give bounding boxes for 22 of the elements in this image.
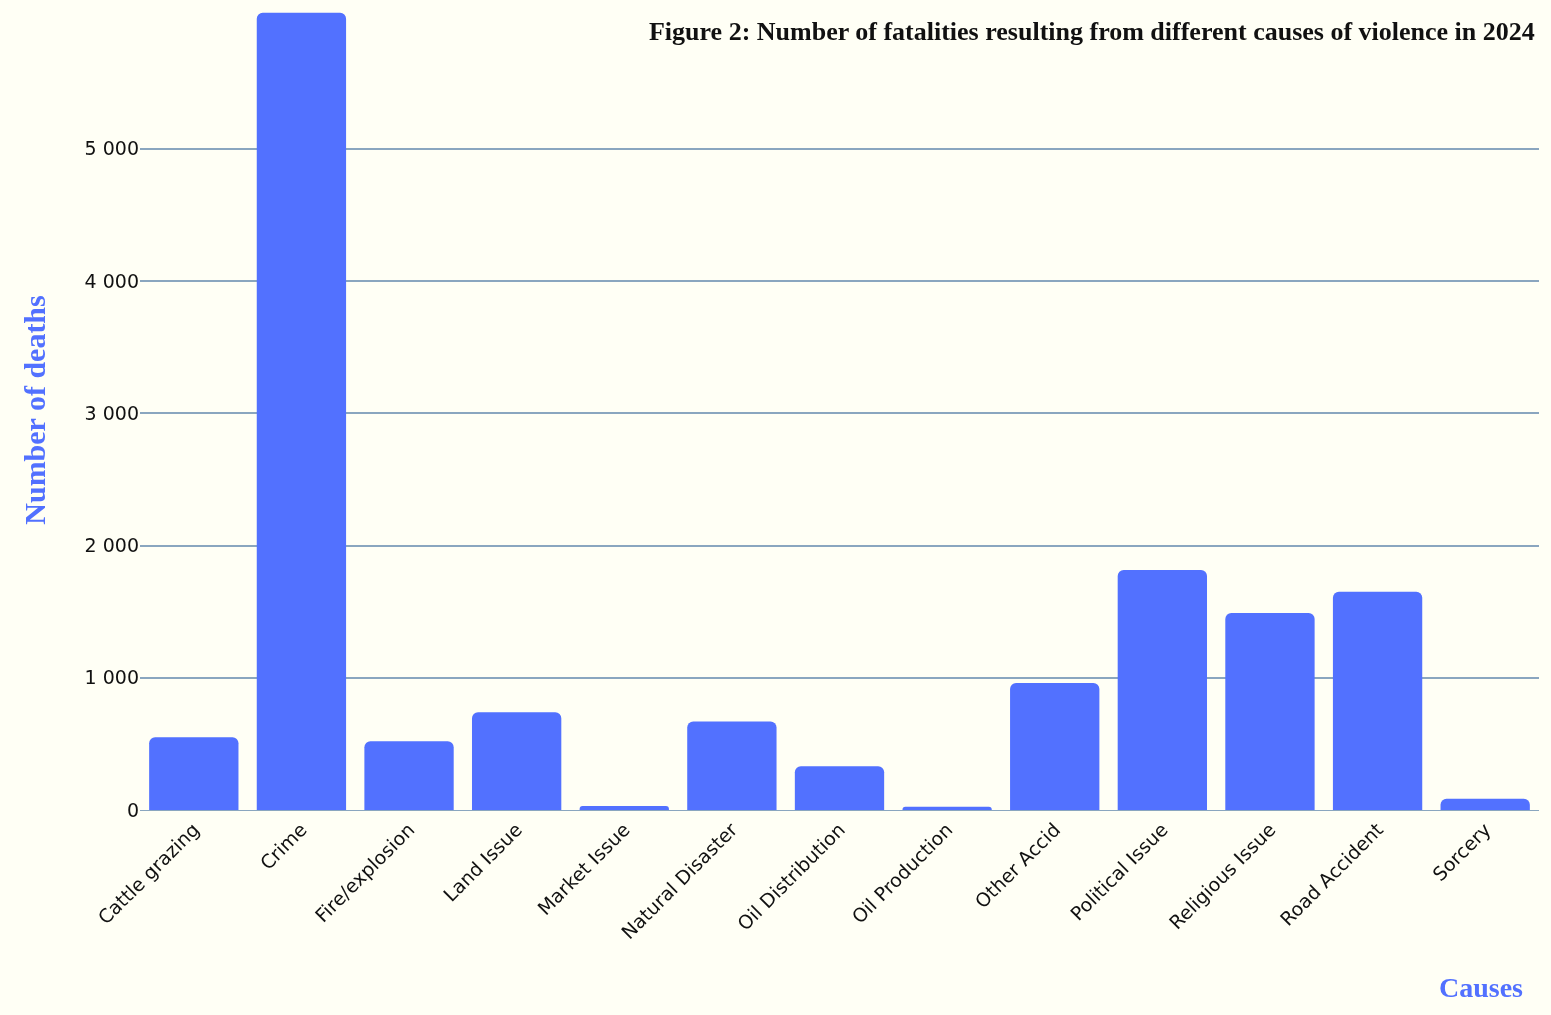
bar [1225,612,1315,810]
bar [1117,570,1208,810]
chart-title: Figure 2: Number of fatalities resulting from different causes of violence in 2024 [648,17,1535,47]
y-tick-label: 3 000 [84,401,139,424]
bar [1332,591,1423,810]
bar [687,721,777,810]
bar [1010,683,1100,810]
y-axis-title: Number of deaths [17,295,51,525]
y-tick-label: 4 000 [84,269,139,292]
y-tick-label: 1 000 [84,666,139,689]
bar [471,712,562,810]
bar [1440,798,1530,810]
bar [579,806,669,810]
x-axis-title: Causes [1439,972,1524,1003]
y-tick-label: 0 [126,798,139,821]
y-tick-label: 2 000 [84,534,139,557]
bar [794,766,885,810]
bar [149,737,239,810]
bar [256,12,347,810]
bar [364,741,454,810]
bar [902,806,992,810]
y-tick-label: 5 000 [84,137,139,160]
